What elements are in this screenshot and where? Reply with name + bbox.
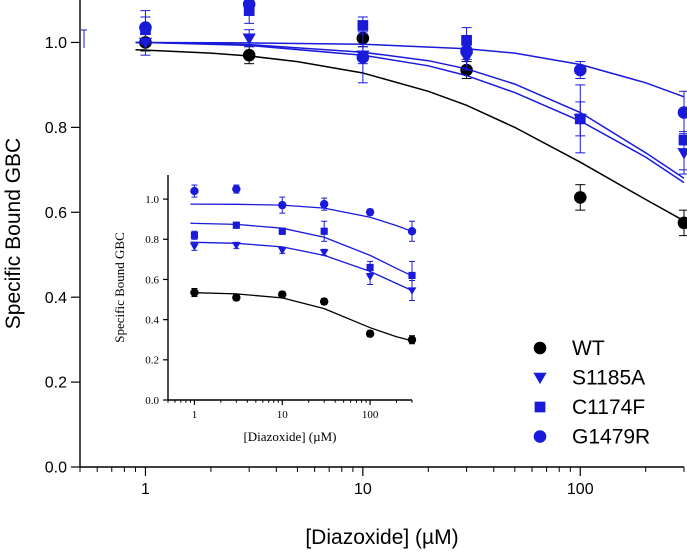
inset-point — [232, 221, 240, 229]
inset-point — [319, 199, 329, 209]
main-ytick-label: 0.2 — [45, 375, 67, 392]
main-ytick-label: 0.0 — [45, 460, 67, 477]
inset-fit-curve — [190, 222, 413, 277]
main-ytick-label: 0.8 — [45, 120, 67, 137]
legend-label-wt: WT — [572, 337, 605, 360]
main-y-axis-title: Specific Bound GBC — [2, 138, 25, 329]
main-point — [356, 51, 370, 64]
inset-ytick-label: 0.2 — [145, 355, 159, 367]
inset-ytick-label: 0.4 — [145, 314, 159, 326]
main-point — [242, 33, 256, 45]
inset-xtick-label: 10 — [277, 409, 289, 421]
inset-point — [232, 184, 241, 194]
legend-marker-wt — [533, 341, 547, 355]
main-series-wt — [135, 29, 687, 237]
legend-marker-s1185a — [533, 372, 547, 385]
inset-series-s1185a — [190, 241, 417, 302]
inset-ytick-label: 0.0 — [145, 395, 159, 407]
inset-background — [168, 169, 418, 400]
main-ytick-label: 0.6 — [45, 205, 67, 222]
main-point — [461, 34, 472, 46]
inset-point — [278, 227, 286, 235]
main-series-c1174f — [135, 0, 687, 184]
inset-point — [408, 271, 416, 280]
legend-marker-c1174f — [534, 401, 546, 413]
inset-xtick-label: 1 — [192, 409, 198, 421]
main-point — [460, 44, 473, 58]
main-xtick-label: 10 — [354, 481, 372, 498]
main-ytick-label: 0.4 — [45, 290, 67, 307]
main-point — [357, 20, 369, 31]
inset-fit-curve — [190, 241, 413, 292]
legend-label-g1479r: G1479R — [572, 426, 650, 449]
inset-point — [319, 249, 329, 257]
main-point — [139, 21, 152, 34]
inset-point — [319, 297, 329, 306]
main-point — [574, 113, 586, 125]
main-point — [242, 0, 256, 11]
main-ytick-label: 1.0 — [45, 35, 67, 52]
inset-xtick-label: 100 — [362, 409, 379, 421]
legend-label-c1174f: C1174F — [572, 396, 645, 419]
inset-ytick-label: 0.6 — [145, 274, 159, 286]
inset-x-axis-title: [Diazoxide] (µM) — [243, 429, 336, 444]
inset-point — [190, 288, 199, 297]
inset-point — [407, 335, 417, 344]
main-point — [678, 134, 687, 146]
inset-point — [320, 227, 328, 235]
inset-point — [231, 242, 241, 250]
main-fit-curve — [135, 41, 685, 98]
inset-point — [365, 207, 375, 217]
inset-point — [277, 247, 287, 255]
inset-point — [232, 293, 241, 302]
main-point — [242, 48, 256, 62]
inset-point — [190, 243, 199, 251]
main-fit-curve — [135, 48, 685, 222]
inset-chart: 0.0 0.2 0.4 0.6 0.8 1.0 1 10 100 [Diazoxide] (µM)… — [112, 169, 418, 444]
inset-point — [278, 200, 287, 210]
inset-fit-curve — [190, 203, 413, 232]
inset-ytick-label: 0.8 — [145, 234, 159, 246]
inset-series-wt — [190, 288, 417, 345]
main-x-axis-title: [Diazoxide] (µM) — [305, 526, 458, 549]
inset-fit-curve — [190, 291, 413, 342]
inset-point — [365, 329, 375, 338]
legend: WT S1185A C1174F G1479R — [533, 337, 650, 449]
main-point — [677, 148, 687, 160]
inset-series-c1174f — [190, 220, 416, 291]
main-point — [677, 106, 687, 119]
inset-point — [190, 186, 199, 196]
inset-point — [190, 231, 199, 239]
inset-point — [365, 273, 375, 281]
inset-point — [366, 263, 374, 271]
main-xtick-label: 100 — [567, 481, 594, 498]
legend-label-s1185a: S1185A — [572, 367, 645, 390]
inset-y-axis-title: Specific Bound GBC — [112, 232, 127, 343]
main-point — [677, 216, 687, 230]
main-point — [573, 63, 587, 77]
main-series-g1479r — [135, 0, 687, 135]
main-xtick-label: 1 — [141, 481, 150, 498]
main-point — [573, 191, 587, 204]
inset-ytick-label: 1.0 — [145, 194, 159, 206]
inset-point — [407, 227, 417, 236]
main-fit-curve — [135, 41, 685, 184]
inset-point — [278, 290, 287, 299]
legend-marker-g1479r — [533, 430, 547, 443]
inset-series-g1479r — [190, 184, 417, 242]
main-series-s1185a — [135, 29, 687, 179]
